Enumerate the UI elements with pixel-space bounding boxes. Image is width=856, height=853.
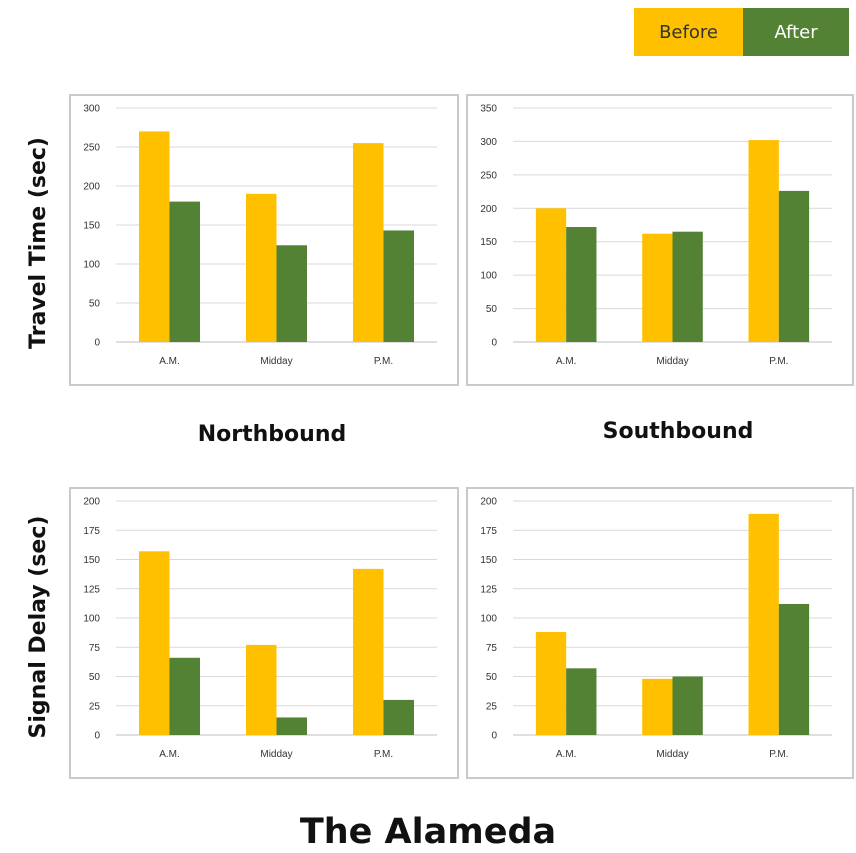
bar-before xyxy=(139,551,170,735)
y-tick-label: 175 xyxy=(480,526,497,537)
y-tick-label: 100 xyxy=(480,271,497,282)
bar-after xyxy=(383,230,414,342)
y-tick-label: 250 xyxy=(480,170,497,181)
bar-before xyxy=(246,193,277,342)
y-tick-label: 200 xyxy=(83,182,100,193)
x-tick-label: Midday xyxy=(656,749,688,760)
x-tick-label: A.M. xyxy=(556,356,577,367)
y-tick-label: 200 xyxy=(83,497,100,508)
southbound-label: Southbound xyxy=(602,419,754,444)
bar-before xyxy=(353,568,384,735)
y-tick-label: 50 xyxy=(89,299,101,310)
bar-after xyxy=(672,231,703,342)
y-tick-label: 75 xyxy=(89,643,101,654)
y-tick-label: 50 xyxy=(89,672,101,683)
northbound-label: Northbound xyxy=(197,422,347,447)
y-tick-label: 300 xyxy=(480,137,497,148)
x-tick-label: P.M. xyxy=(769,356,788,367)
y-tick-label: 200 xyxy=(480,497,497,508)
x-tick-label: P.M. xyxy=(769,749,788,760)
x-tick-label: Midday xyxy=(260,749,292,760)
y-tick-label: 100 xyxy=(83,260,100,271)
y-tick-label: 0 xyxy=(491,731,497,742)
y-tick-label: 25 xyxy=(89,701,101,712)
bar-before xyxy=(535,208,567,342)
legend-before: Before xyxy=(634,8,743,56)
bar-after xyxy=(778,190,810,342)
y-tick-label: 0 xyxy=(94,338,100,349)
bar-after xyxy=(276,717,307,735)
bar-after xyxy=(169,201,200,342)
y-tick-label: 100 xyxy=(480,614,497,625)
chart-northbound-travel-time: 0 50 100 150 200 250 300 A.M. Midday P.M. xyxy=(83,104,437,367)
chart-panel-southbound-signal-delay: 0 25 50 75 100 125 150 175 200 A.M. Midday P.M. xyxy=(466,487,854,779)
y-tick-label: 150 xyxy=(83,221,100,232)
bar-before xyxy=(353,143,384,342)
y-tick-label: 50 xyxy=(486,672,498,683)
y-tick-label: 300 xyxy=(83,104,100,115)
bar-before xyxy=(748,140,779,342)
legend-after: After xyxy=(743,8,849,56)
bar-before xyxy=(139,131,170,342)
y-tick-label: 150 xyxy=(83,555,100,566)
x-tick-label: P.M. xyxy=(374,749,393,760)
chart-southbound-travel-time: 0 50 100 150 200 250 300 350 A.M. Midday P.M. xyxy=(480,104,832,367)
bar-after xyxy=(566,227,597,342)
bar-before xyxy=(535,632,567,735)
x-tick-label: A.M. xyxy=(556,749,577,760)
bar-after xyxy=(672,676,703,735)
bar-after xyxy=(276,245,307,342)
signal-delay-axis-label: Signal Delay (sec) xyxy=(26,515,51,739)
bar-after xyxy=(778,603,810,735)
chart-panel-northbound-travel-time: 0 50 100 150 200 250 300 A.M. Midday P.M. xyxy=(69,94,459,386)
chart-panel-southbound-travel-time: 0 50 100 150 200 250 300 350 A.M. Midday P.M. xyxy=(466,94,854,386)
bar-after xyxy=(169,657,200,735)
y-tick-label: 100 xyxy=(83,614,100,625)
chart-northbound-signal-delay: 0 25 50 75 100 125 150 175 200 A.M. Midday P.M. xyxy=(83,497,437,760)
x-tick-label: P.M. xyxy=(374,356,393,367)
y-tick-label: 125 xyxy=(83,584,100,595)
main-title: The Alameda xyxy=(299,812,557,852)
y-tick-label: 200 xyxy=(480,204,497,215)
bar-after xyxy=(566,668,597,735)
x-tick-label: Midday xyxy=(656,356,688,367)
legend-after-label: After xyxy=(774,21,818,43)
x-tick-label: Midday xyxy=(260,356,292,367)
y-tick-label: 250 xyxy=(83,143,100,154)
y-tick-label: 175 xyxy=(83,526,100,537)
travel-time-axis-label: Travel Time (sec) xyxy=(26,137,51,349)
bar-before xyxy=(642,233,673,342)
y-tick-label: 150 xyxy=(480,237,497,248)
chart-southbound-signal-delay: 0 25 50 75 100 125 150 175 200 A.M. Midday P.M. xyxy=(480,497,832,760)
x-tick-label: A.M. xyxy=(159,749,180,760)
y-tick-label: 150 xyxy=(480,555,497,566)
bar-after xyxy=(383,699,414,735)
y-tick-label: 75 xyxy=(486,643,498,654)
y-tick-label: 0 xyxy=(491,338,497,349)
legend-before-label: Before xyxy=(659,21,718,43)
y-tick-label: 50 xyxy=(486,304,498,315)
y-tick-label: 0 xyxy=(94,731,100,742)
bar-before xyxy=(748,513,779,735)
y-tick-label: 25 xyxy=(486,701,498,712)
y-tick-label: 350 xyxy=(480,104,497,115)
bar-before xyxy=(642,678,673,735)
x-tick-label: A.M. xyxy=(159,356,180,367)
bar-before xyxy=(246,644,277,735)
chart-panel-northbound-signal-delay: 0 25 50 75 100 125 150 175 200 A.M. Midday P.M. xyxy=(69,487,459,779)
y-tick-label: 125 xyxy=(480,584,497,595)
